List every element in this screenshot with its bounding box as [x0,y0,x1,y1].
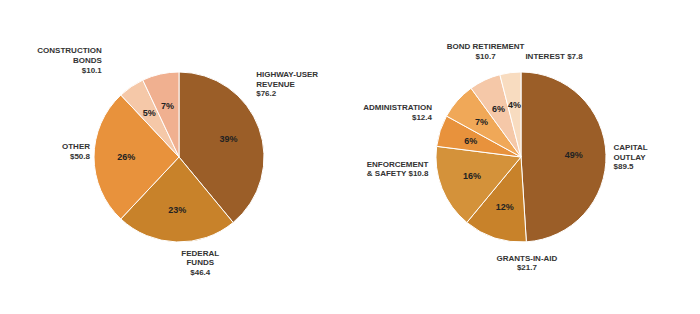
svg-text:OTHER$50.8: OTHER$50.8 [62,142,91,161]
svg-text:7%: 7% [475,117,488,127]
svg-text:5%: 5% [143,108,156,118]
svg-text:16%: 16% [463,171,481,181]
svg-text:ADMINISTRATION$12.4: ADMINISTRATION$12.4 [363,103,432,122]
svg-text:26%: 26% [117,152,135,162]
svg-text:12%: 12% [496,202,514,212]
svg-text:FEDERALFUNDS$46.4: FEDERALFUNDS$46.4 [181,249,219,277]
svg-text:INTEREST $7.8: INTEREST $7.8 [525,52,583,61]
svg-text:39%: 39% [220,134,238,144]
svg-text:HIGHWAY-USERREVENUE$76.2: HIGHWAY-USERREVENUE$76.2 [256,70,318,98]
svg-text:7%: 7% [161,101,174,111]
svg-text:CONSTRUCTIONBONDS$10.1: CONSTRUCTIONBONDS$10.1 [37,46,102,74]
svg-text:ENFORCEMENT& SAFETY $10.8: ENFORCEMENT& SAFETY $10.8 [367,160,429,179]
svg-text:6%: 6% [464,136,477,146]
svg-text:49%: 49% [565,150,583,160]
svg-text:4%: 4% [508,100,521,110]
svg-text:BOND RETIREMENT$10.7: BOND RETIREMENT$10.7 [447,42,525,61]
svg-text:23%: 23% [168,205,186,215]
svg-text:GRANTS-IN-AID$21.7: GRANTS-IN-AID$21.7 [496,254,557,273]
svg-text:CAPITALOUTLAY$89.5: CAPITALOUTLAY$89.5 [614,143,648,171]
svg-text:6%: 6% [492,104,505,114]
